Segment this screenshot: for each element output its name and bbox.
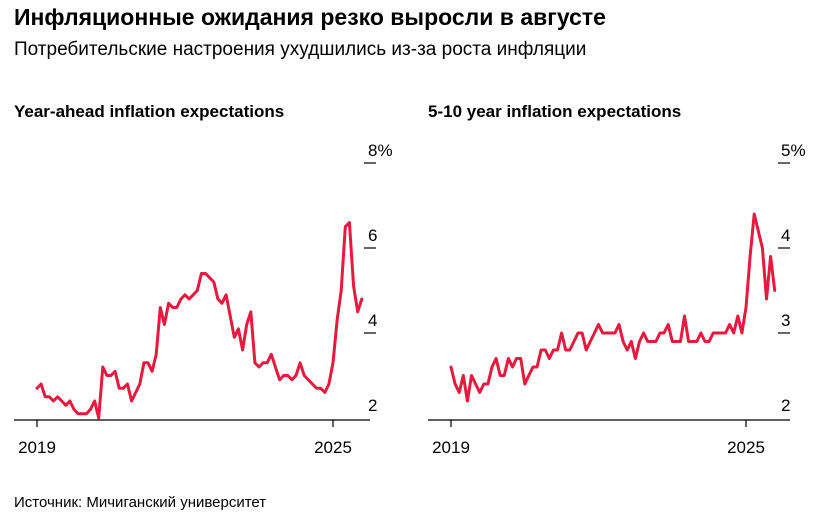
long-term-y-tick-label: 4 <box>781 226 790 245</box>
long-term-y-tick-label: 5% <box>781 141 806 160</box>
page-title: Инфляционные ожидания резко выросли в ав… <box>14 4 606 30</box>
year-ahead-series-line <box>35 221 364 420</box>
right-chart-title: 5-10 year inflation expectations <box>428 102 682 121</box>
long-term-series-line <box>449 212 777 403</box>
page-subtitle: Потребительские настроения ухудшились из… <box>14 39 587 60</box>
left-chart-title: Year-ahead inflation expectations <box>14 102 285 121</box>
year-ahead-x-tick-label: 2019 <box>18 438 56 457</box>
long-term-y-tick-label: 2 <box>781 396 790 415</box>
year-ahead-y-tick-label: 2 <box>368 396 377 415</box>
long-term-y-tick-label: 3 <box>781 311 790 330</box>
year-ahead-y-tick-label: 8% <box>368 141 393 160</box>
long-term-x-tick-label: 2019 <box>432 438 470 457</box>
long-term-x-tick-label: 2025 <box>727 438 765 457</box>
year-ahead-y-tick-label: 4 <box>368 311 377 330</box>
year-ahead-y-tick-label: 6 <box>368 226 377 245</box>
source-note: Источник: Мичиганский университет <box>14 494 267 511</box>
year-ahead-x-tick-label: 2025 <box>314 438 352 457</box>
